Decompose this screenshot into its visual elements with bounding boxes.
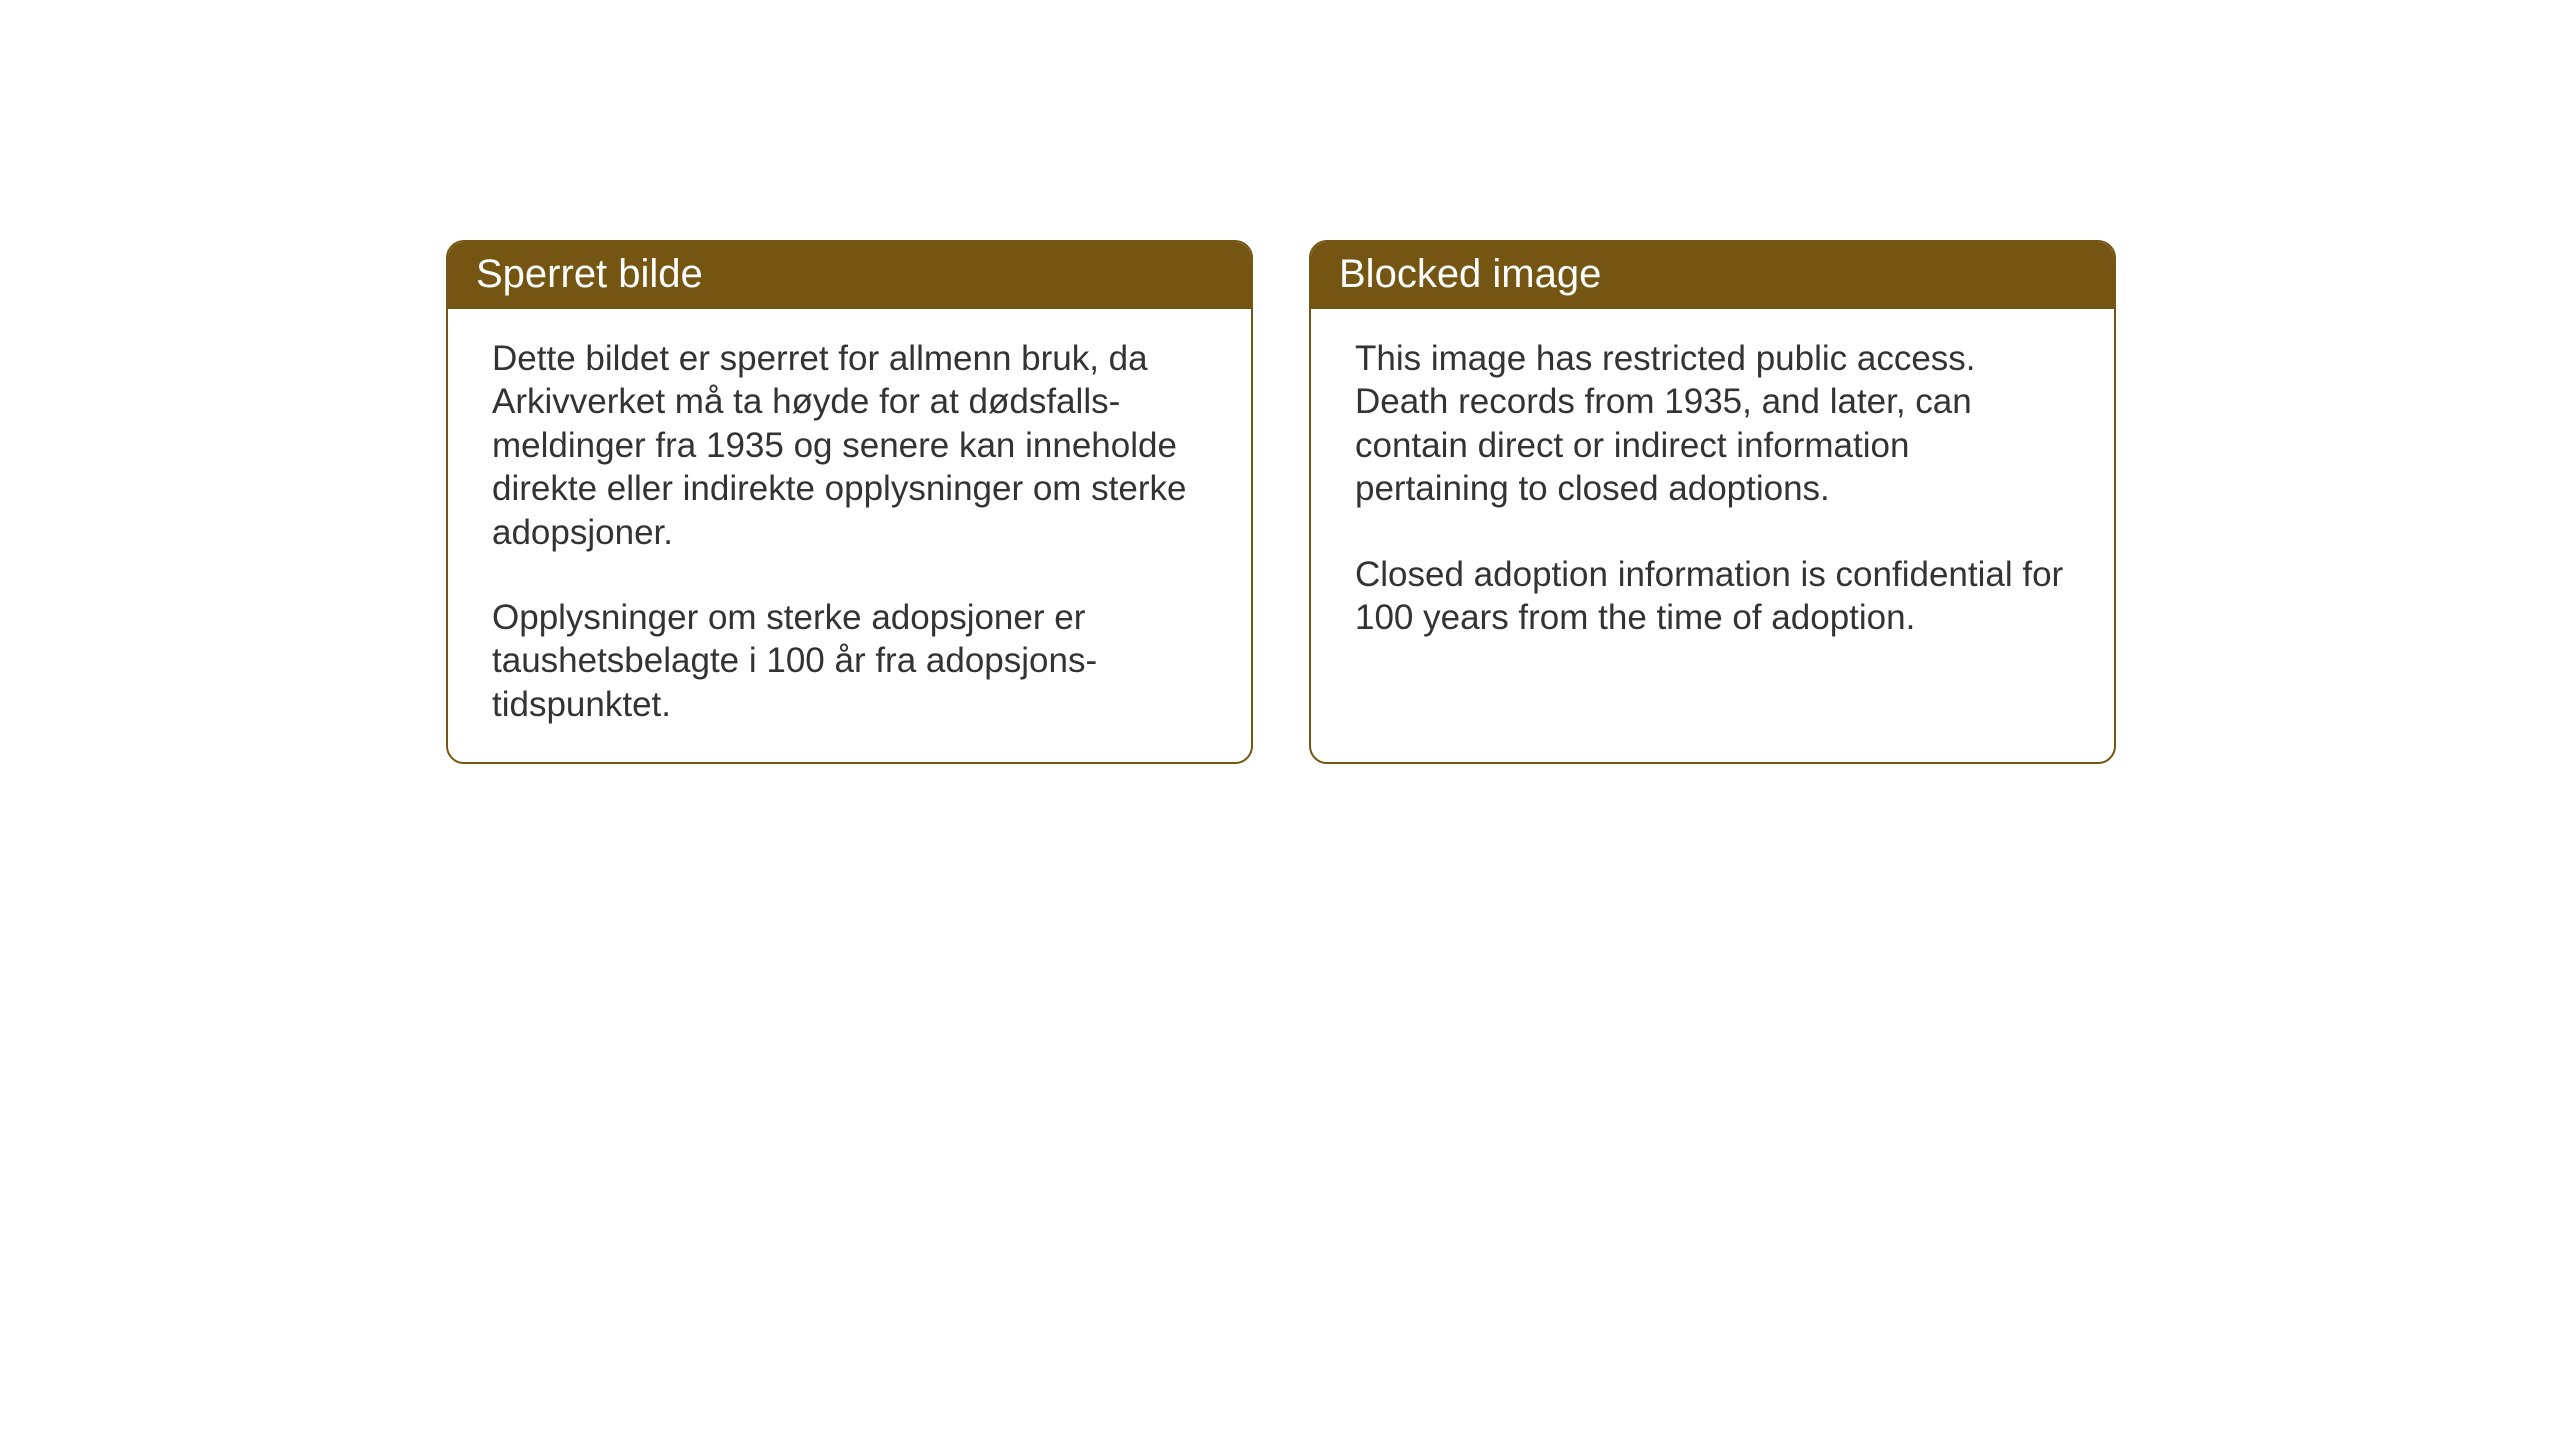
card-body-english: This image has restricted public access.… <box>1311 309 2114 723</box>
notice-card-english: Blocked image This image has restricted … <box>1309 240 2116 764</box>
notice-container: Sperret bilde Dette bildet er sperret fo… <box>446 240 2116 764</box>
card-header-norwegian: Sperret bilde <box>448 242 1251 309</box>
card-title-norwegian: Sperret bilde <box>476 252 703 296</box>
card-body-norwegian: Dette bildet er sperret for allmenn bruk… <box>448 309 1251 762</box>
card-paragraph-english-2: Closed adoption information is confident… <box>1355 553 2070 640</box>
card-header-english: Blocked image <box>1311 242 2114 309</box>
card-paragraph-norwegian-1: Dette bildet er sperret for allmenn bruk… <box>492 337 1207 554</box>
card-paragraph-english-1: This image has restricted public access.… <box>1355 337 2070 511</box>
card-paragraph-norwegian-2: Opplysninger om sterke adopsjoner er tau… <box>492 596 1207 726</box>
card-title-english: Blocked image <box>1339 252 1601 296</box>
notice-card-norwegian: Sperret bilde Dette bildet er sperret fo… <box>446 240 1253 764</box>
